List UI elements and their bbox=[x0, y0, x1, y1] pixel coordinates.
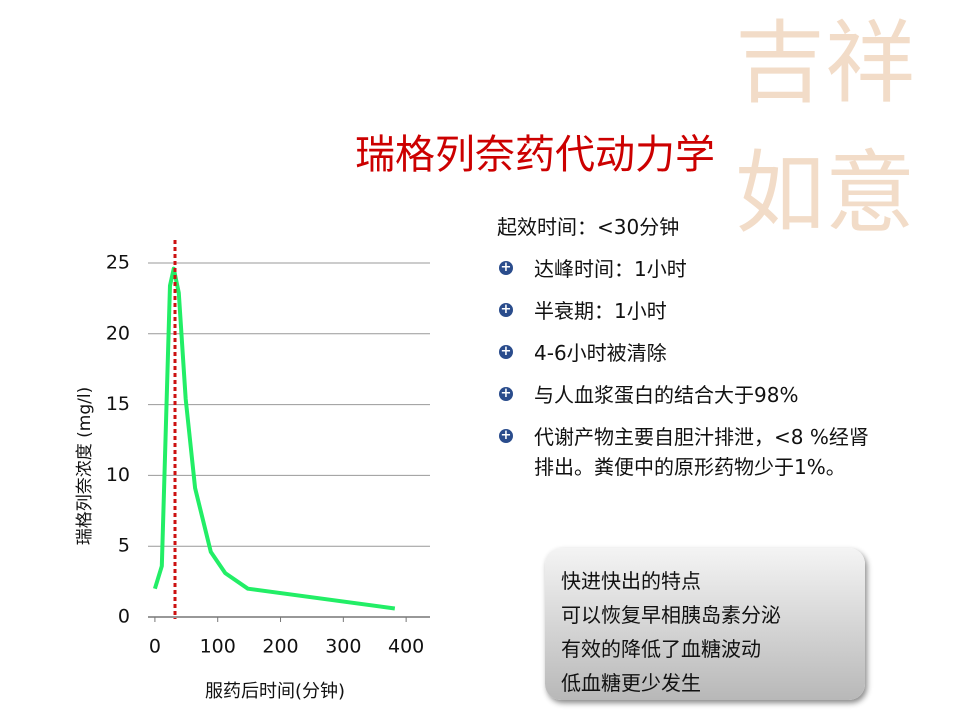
y-tick-label: 20 bbox=[106, 322, 130, 344]
x-tick-label: 200 bbox=[262, 636, 298, 658]
decoration: 吉祥 如意 bbox=[735, 11, 915, 246]
box-line: 快进快出的特点 bbox=[561, 569, 701, 593]
bullet: 半衰期：1小时 bbox=[497, 296, 874, 326]
y-tick-label: 5 bbox=[118, 535, 130, 557]
bullet-list: 达峰时间：1小时半衰期：1小时 4-6小时被清除与人血浆蛋白的结合大于98% 代谢产… bbox=[497, 254, 877, 482]
y-tick-label: 25 bbox=[106, 252, 130, 274]
y-axis-title: 瑞格列奈浓度 (mg/l) bbox=[75, 387, 95, 545]
bullet: 代谢产物主要自胆汁排泄，<8 %经肾排出。粪便中的原形药物少于1%。 bbox=[497, 422, 874, 482]
x-tick-label: 300 bbox=[325, 636, 361, 658]
x-tick-label: 0 bbox=[149, 636, 161, 658]
y-tick-label: 10 bbox=[106, 464, 130, 486]
text-block: 起效时间：<30分钟 达峰时间：1小时半衰期：1小时 4-6小时被清除与人血浆蛋白… bbox=[497, 212, 877, 494]
y-tick-label: 0 bbox=[118, 606, 130, 628]
intro: 起效时间：<30分钟 bbox=[497, 215, 680, 239]
highlight-box: 快进快出的特点可以恢复早相胰岛素分泌 有效的降低了血糖波动 低血糖更少发生 bbox=[545, 548, 865, 700]
x-axis-title: 服药后时间(分钟) bbox=[205, 681, 345, 702]
bullet: 达峰时间：1小时 bbox=[497, 254, 874, 284]
box-line: 低血糖更少发生 bbox=[561, 671, 701, 695]
box-line: 可以恢复早相胰岛素分泌 bbox=[561, 603, 781, 627]
x-tick-label: 400 bbox=[388, 636, 424, 658]
bullet: 4-6小时被清除 bbox=[497, 338, 874, 368]
bullet: 与人血浆蛋白的结合大于98% bbox=[497, 380, 874, 410]
box-line: 有效的降低了血糖波动 bbox=[561, 637, 761, 661]
y-tick-label: 15 bbox=[106, 393, 130, 415]
slide-title: 瑞格列奈药代动力学 bbox=[355, 132, 715, 178]
data-line bbox=[152, 266, 396, 611]
x-tick-label: 100 bbox=[200, 636, 236, 658]
